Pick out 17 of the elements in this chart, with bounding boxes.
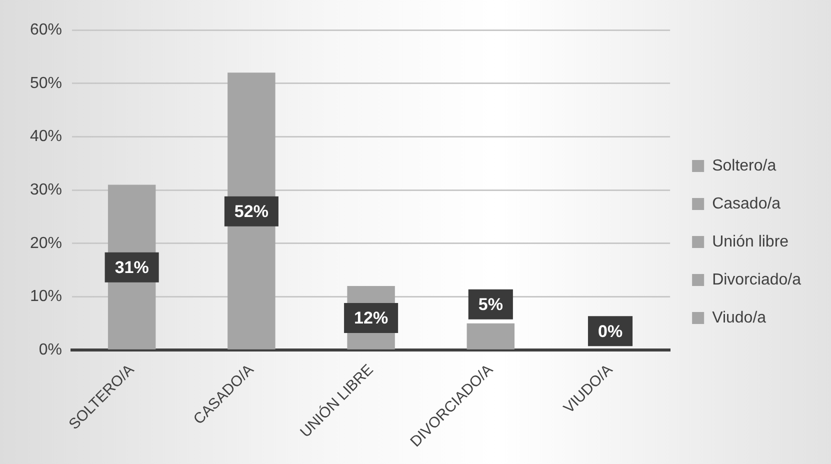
legend-label: Casado/a [712, 195, 781, 212]
legend-label: Viudo/a [712, 309, 766, 326]
legend-label: Divorciado/a [712, 271, 802, 288]
legend-label: Unión libre [712, 233, 789, 250]
legend-label: Soltero/a [712, 157, 776, 174]
y-tick-label: 50% [30, 74, 62, 92]
data-label: 52% [234, 202, 268, 222]
y-tick-label: 10% [30, 288, 62, 306]
data-label: 31% [114, 258, 149, 278]
y-tick-label: 0% [38, 341, 62, 358]
y-tick-label: 30% [30, 181, 62, 198]
y-tick-label: 60% [30, 21, 62, 38]
data-label: 0% [598, 322, 623, 341]
data-label: 5% [478, 295, 503, 314]
y-tick-label: 40% [30, 128, 62, 146]
data-label: 12% [354, 308, 388, 328]
y-tick-label: 20% [30, 234, 62, 252]
